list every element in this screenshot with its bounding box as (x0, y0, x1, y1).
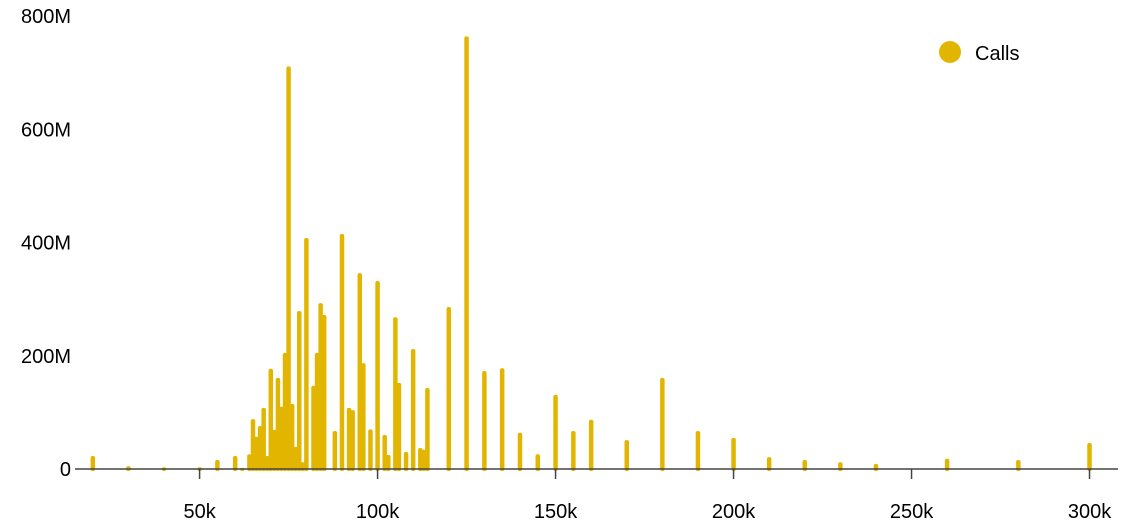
bar-76k[interactable] (289, 403, 295, 471)
bar-85k[interactable] (321, 314, 327, 471)
y-tick-label: 400M (21, 233, 71, 255)
bar-93k[interactable] (350, 410, 355, 471)
x-tick-label: 50k (183, 501, 216, 523)
bar-140k[interactable] (517, 432, 523, 471)
bar-103k[interactable] (386, 454, 391, 471)
y-tick-label: 600M (21, 119, 71, 141)
bar-100k[interactable] (375, 281, 380, 471)
bar-98k[interactable] (368, 429, 373, 471)
bar-78k[interactable] (297, 311, 302, 471)
bar-110k[interactable] (410, 348, 416, 471)
bar-64k[interactable] (247, 454, 252, 471)
bar-135k[interactable] (499, 368, 505, 471)
bar-105k[interactable] (393, 317, 398, 471)
bar-200k[interactable] (731, 437, 736, 471)
bar-83k[interactable] (314, 352, 320, 471)
x-tick-label: 100k (356, 501, 400, 523)
bar-125k[interactable] (464, 36, 469, 471)
bar-77k[interactable] (293, 446, 298, 471)
x-tick-label: 250k (890, 501, 934, 523)
bar-95k[interactable] (357, 273, 363, 471)
x-tick-label: 200k (712, 501, 756, 523)
bar-66k[interactable] (254, 436, 259, 471)
bar-300k[interactable] (1087, 442, 1092, 471)
x-axis-ticks: 50k 100k 150k 200k 250k 300k (183, 469, 1112, 523)
bar-72k[interactable] (275, 377, 281, 471)
y-axis-ticks: 0 200M 400M 600M 800M (21, 6, 71, 481)
bar-67k[interactable] (257, 425, 263, 471)
bar-220k[interactable] (802, 459, 807, 471)
bar-114k[interactable] (425, 388, 430, 471)
bar-155k[interactable] (571, 431, 576, 471)
x-tick-label: 300k (1068, 501, 1112, 523)
bar-71k[interactable] (272, 429, 277, 471)
bar-90k[interactable] (339, 234, 345, 471)
bar-280k[interactable] (1016, 459, 1021, 471)
y-tick-label: 800M (21, 6, 71, 28)
bar-145k[interactable] (535, 454, 541, 471)
bar-92k[interactable] (346, 407, 352, 471)
bar-80k[interactable] (304, 237, 309, 471)
bar-75k[interactable] (286, 66, 291, 472)
legend-label-calls: Calls (975, 43, 1019, 65)
bar-82k[interactable] (311, 385, 316, 471)
bar-84k[interactable] (318, 303, 323, 471)
bar-102k[interactable] (382, 435, 387, 471)
x-tick-label: 150k (534, 501, 578, 523)
bar-65k[interactable] (250, 419, 256, 471)
bar-170k[interactable] (624, 440, 630, 471)
bar-96k[interactable] (361, 363, 366, 471)
bar-113k[interactable] (421, 449, 427, 471)
bar-240k[interactable] (873, 463, 879, 471)
bar-74k[interactable] (282, 352, 288, 471)
bar-106k[interactable] (396, 382, 402, 471)
bars-group (90, 36, 1092, 472)
bar-160k[interactable] (588, 419, 594, 471)
bar-60k[interactable] (232, 455, 238, 471)
bar-150k[interactable] (553, 394, 558, 471)
bar-260k[interactable] (944, 458, 950, 471)
bar-55k[interactable] (215, 459, 220, 471)
bar-68k[interactable] (261, 407, 266, 471)
y-tick-label: 200M (21, 346, 71, 368)
bar-180k[interactable] (660, 377, 665, 471)
legend[interactable]: Calls (939, 41, 1019, 65)
bar-190k[interactable] (695, 431, 701, 471)
y-tick-label: 0 (60, 459, 71, 481)
bar-70k[interactable] (268, 368, 274, 471)
bar-108k[interactable] (403, 452, 409, 471)
bar-130k[interactable] (482, 371, 487, 471)
bar-112k[interactable] (418, 448, 423, 471)
bar-73k[interactable] (279, 406, 284, 471)
bar-210k[interactable] (766, 457, 772, 471)
bar-88k[interactable] (332, 431, 338, 471)
legend-marker-calls (939, 41, 961, 63)
bar-120k[interactable] (446, 307, 452, 471)
bar-20k[interactable] (90, 455, 96, 471)
bar-69k[interactable] (264, 455, 270, 471)
